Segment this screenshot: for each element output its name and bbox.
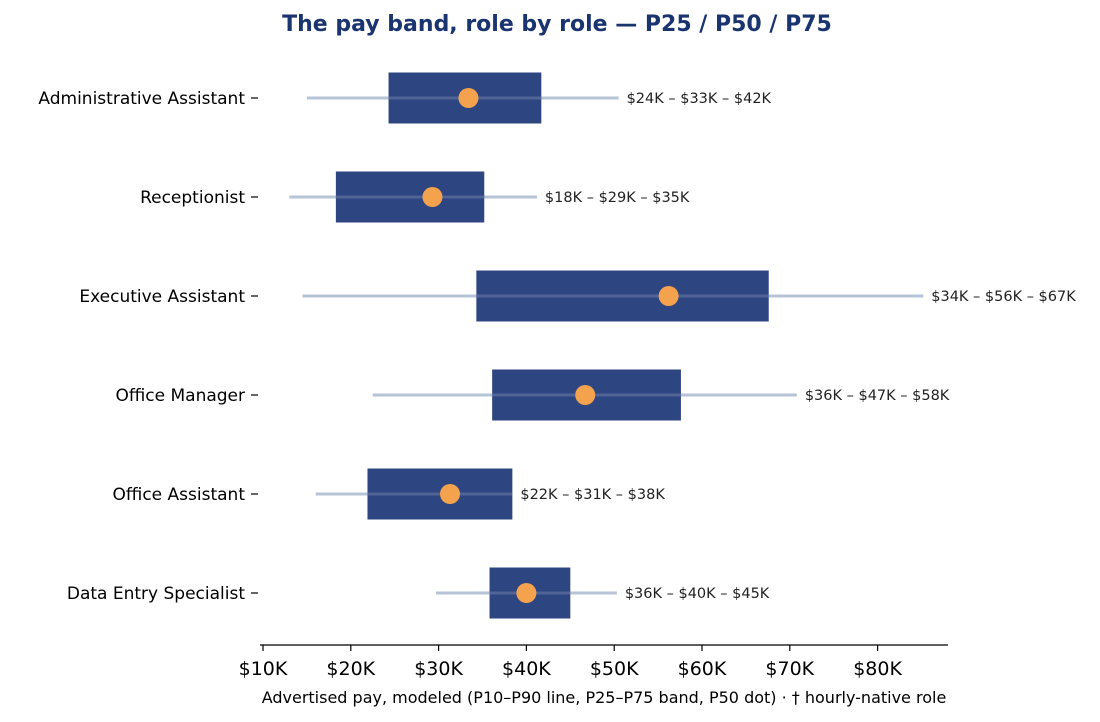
role-row: $22K – $31K – $38K Office Assistant: [113, 468, 665, 520]
category-label: Office Assistant: [113, 485, 246, 505]
p25-p75-band: [367, 468, 513, 520]
x-tick-label: $50K: [590, 658, 639, 680]
p50-dot: [458, 88, 479, 108]
x-tick-label: $30K: [414, 658, 463, 680]
chart-title: The pay band, role by role — P25 / P50 /…: [282, 12, 832, 37]
x-tick-label: $80K: [853, 658, 902, 680]
category-label: Executive Assistant: [79, 287, 245, 307]
range-label: $18K – $29K – $35K: [545, 190, 690, 206]
p50-dot: [422, 187, 443, 207]
p50-dot: [575, 385, 596, 405]
role-row: $24K – $33K – $42K Administrative Assista…: [38, 72, 772, 124]
x-tick-label: $40K: [502, 658, 551, 680]
x-tick-label: $60K: [678, 658, 727, 680]
role-row: $18K – $29K – $35K Receptionist: [140, 171, 690, 223]
role-row: $36K – $40K – $45K Data Entry Specialist: [67, 567, 770, 619]
range-label: $22K – $31K – $38K: [520, 487, 665, 503]
x-tick-label: $10K: [239, 658, 288, 680]
p50-dot: [516, 583, 537, 603]
p25-p75-band: [476, 270, 769, 322]
p25-p75-band: [335, 171, 485, 223]
range-label: $34K – $56K – $67K: [931, 289, 1076, 305]
x-axis-label: Advertised pay, modeled (P10–P90 line, P…: [262, 688, 947, 707]
p50-dot: [658, 286, 679, 306]
range-label: $36K – $40K – $45K: [625, 586, 770, 602]
chart-rows: $24K – $33K – $42K Administrative Assista…: [38, 72, 1076, 619]
category-label: Office Manager: [115, 386, 245, 406]
x-axis: $10K $20K $30K $40K $50K $60K $70K $80K: [239, 644, 948, 680]
range-label: $36K – $47K – $58K: [805, 388, 950, 404]
x-tick-label: $70K: [765, 658, 814, 680]
category-label: Data Entry Specialist: [67, 584, 245, 604]
category-label: Receptionist: [140, 188, 245, 208]
category-label: Administrative Assistant: [38, 89, 245, 109]
role-row: $36K – $47K – $58K Office Manager: [115, 369, 950, 421]
range-label: $24K – $33K – $42K: [627, 91, 772, 107]
x-tick-label: $20K: [326, 658, 375, 680]
role-row: $34K – $56K – $67K Executive Assistant: [79, 270, 1076, 322]
p50-dot: [440, 484, 461, 504]
